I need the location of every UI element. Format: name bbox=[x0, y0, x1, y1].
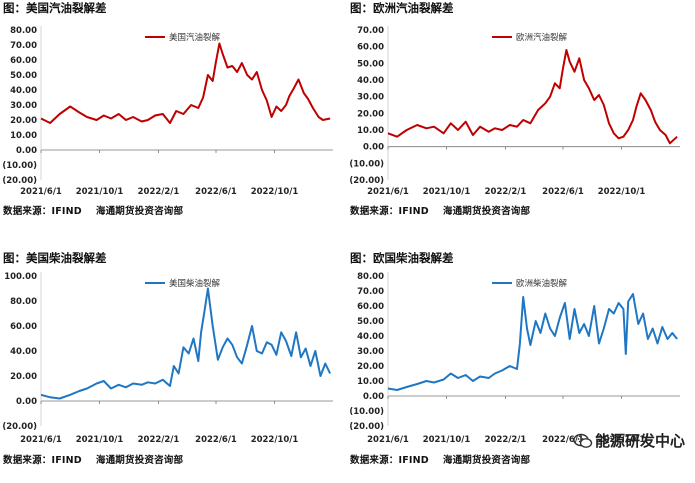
watermark-text: 能源研发中心 bbox=[594, 432, 685, 450]
source-label: 数据来源：IFIND bbox=[350, 455, 429, 466]
y-tick-label: 60.00 bbox=[10, 56, 37, 66]
series-line bbox=[40, 287, 332, 400]
x-tick-label: 2022/2/1 bbox=[485, 187, 527, 197]
y-tick-label: 40.00 bbox=[357, 332, 384, 342]
chart-source: 数据来源：IFIND 海通期货投资咨询部 bbox=[3, 452, 183, 466]
x-tick-label: 2021/10/1 bbox=[76, 187, 124, 197]
chart-title: 图：欧洲汽油裂解差 bbox=[350, 1, 454, 15]
legend-label: 欧洲汽油裂解 bbox=[516, 32, 568, 43]
source-org: 海通期货投资咨询部 bbox=[95, 206, 184, 217]
legend-label: 欧洲柴油裂解 bbox=[516, 278, 568, 289]
source-org: 海通期货投资咨询部 bbox=[442, 206, 531, 217]
y-tick-label: 80.00 bbox=[10, 26, 37, 36]
y-tick-label: 20.00 bbox=[10, 116, 37, 126]
x-tick-label: 2022/10/1 bbox=[251, 187, 299, 197]
x-tick-label: 2021/6/1 bbox=[367, 435, 409, 445]
y-tick-label: 20.00 bbox=[10, 372, 37, 382]
chart-svg: 100.00 80.00 60.00 40.00 20.00 0.00 (20.00) 202… bbox=[2, 272, 333, 445]
legend-label: 美国汽油裂解 bbox=[169, 32, 221, 43]
source-org: 海通期货投资咨询部 bbox=[442, 455, 531, 466]
x-tick-label: 2022/10/1 bbox=[251, 435, 299, 445]
y-tick-label: (10.00) bbox=[2, 161, 37, 171]
chart-source: 数据来源：IFIND 海通期货投资咨询部 bbox=[3, 203, 183, 217]
y-tick-label: 10.00 bbox=[357, 377, 384, 387]
series-line bbox=[387, 49, 678, 145]
y-tick-label: 100.00 bbox=[4, 272, 37, 282]
y-tick-label: 50.00 bbox=[357, 317, 384, 327]
y-tick-label: (20.00) bbox=[349, 176, 384, 186]
chart-source: 数据来源：IFIND 海通期货投资咨询部 bbox=[350, 452, 530, 466]
x-tick-label: 2022/2/1 bbox=[138, 435, 180, 445]
y-tick-label: 30.00 bbox=[10, 101, 37, 111]
source-label: 数据来源：IFIND bbox=[3, 455, 82, 466]
y-tick-label: 30.00 bbox=[357, 93, 384, 103]
y-tick-label: 70.00 bbox=[357, 26, 384, 36]
wechat-icon bbox=[573, 433, 593, 448]
y-tick-label: 10.00 bbox=[357, 126, 384, 136]
chart-panel-us-gasoline: 图：美国汽油裂解差 80.00 70.00 60.00 50.00 40.00 30.00… bbox=[2, 0, 348, 233]
y-tick-label: 80.00 bbox=[10, 297, 37, 307]
x-tick-label: 2022/6/1 bbox=[195, 187, 237, 197]
x-tick-label: 2022/10/1 bbox=[598, 187, 646, 197]
x-tick-label: 2022/2/1 bbox=[138, 187, 180, 197]
chart-svg: 70.00 60.00 50.00 40.00 30.00 20.00 10.00 0.00 (… bbox=[349, 26, 680, 197]
y-tick-label: 10.00 bbox=[10, 131, 37, 141]
x-tick-label: 2021/10/1 bbox=[76, 435, 124, 445]
x-tick-label: 2022/2/1 bbox=[485, 435, 527, 445]
y-tick-label: (20.00) bbox=[349, 422, 384, 432]
x-tick-label: 2021/6/1 bbox=[20, 435, 62, 445]
y-tick-label: (20.00) bbox=[2, 176, 37, 186]
x-tick-label: 2021/10/1 bbox=[423, 187, 471, 197]
y-tick-label: 20.00 bbox=[357, 362, 384, 372]
source-label: 数据来源：IFIND bbox=[3, 206, 82, 217]
y-tick-label: 0.00 bbox=[363, 143, 384, 153]
series-line bbox=[387, 293, 678, 391]
x-tick-label: 2021/10/1 bbox=[423, 435, 471, 445]
chart-panel-eu-gasoline: 图：欧洲汽油裂解差 70.00 60.00 50.00 40.00 30.00 20.00… bbox=[349, 0, 695, 233]
y-tick-label: 60.00 bbox=[10, 322, 37, 332]
y-tick-label: 0.00 bbox=[16, 146, 37, 156]
x-tick-label: 2022/6/1 bbox=[542, 435, 584, 445]
source-label: 数据来源：IFIND bbox=[350, 206, 429, 217]
x-tick-label: 2022/10/1 bbox=[598, 435, 646, 445]
x-tick-label: 2021/6/1 bbox=[20, 187, 62, 197]
chart-source: 数据来源：IFIND 海通期货投资咨询部 bbox=[350, 203, 530, 217]
y-tick-label: 50.00 bbox=[10, 71, 37, 81]
y-tick-label: (10.00) bbox=[349, 407, 384, 417]
y-tick-label: 70.00 bbox=[357, 287, 384, 297]
x-tick-label: 2022/6/1 bbox=[195, 435, 237, 445]
legend-label: 美国柴油裂解 bbox=[169, 278, 221, 289]
chart-svg: 80.00 70.00 60.00 50.00 40.00 30.00 20.00 10.00… bbox=[2, 26, 333, 197]
x-tick-label: 2022/6/1 bbox=[542, 187, 584, 197]
series-line bbox=[40, 42, 331, 124]
y-tick-label: 60.00 bbox=[357, 43, 384, 53]
y-tick-label: 70.00 bbox=[10, 41, 37, 51]
chart-panel-us-diesel: 图：美国柴油裂解差 100.00 80.00 60.00 40.00 20.00 0.00… bbox=[2, 250, 348, 483]
y-tick-label: 0.00 bbox=[16, 397, 37, 407]
chart-panel-eu-diesel: 图：欧国柴油裂解差 80.00 70.00 60.00 50.00 40.00 30.00… bbox=[349, 250, 695, 483]
y-tick-label: (20.00) bbox=[2, 422, 37, 432]
y-tick-label: 60.00 bbox=[357, 302, 384, 312]
chart-svg: 80.00 70.00 60.00 50.00 40.00 30.00 20.00 10.00… bbox=[349, 272, 680, 445]
y-tick-label: 0.00 bbox=[363, 392, 384, 402]
y-tick-label: 40.00 bbox=[10, 347, 37, 357]
y-tick-label: 50.00 bbox=[357, 59, 384, 69]
chart-title: 图：欧国柴油裂解差 bbox=[350, 251, 454, 265]
y-tick-label: 30.00 bbox=[357, 347, 384, 357]
chart-title: 图：美国柴油裂解差 bbox=[3, 251, 107, 265]
y-tick-label: 20.00 bbox=[357, 109, 384, 119]
y-tick-label: 40.00 bbox=[10, 86, 37, 96]
watermark: 能源研发中心 bbox=[573, 430, 685, 451]
y-tick-label: 80.00 bbox=[357, 272, 384, 282]
chart-title: 图：美国汽油裂解差 bbox=[3, 1, 107, 15]
x-tick-label: 2021/6/1 bbox=[367, 187, 409, 197]
y-tick-label: (10.00) bbox=[349, 159, 384, 169]
source-org: 海通期货投资咨询部 bbox=[95, 455, 184, 466]
y-tick-label: 40.00 bbox=[357, 76, 384, 86]
